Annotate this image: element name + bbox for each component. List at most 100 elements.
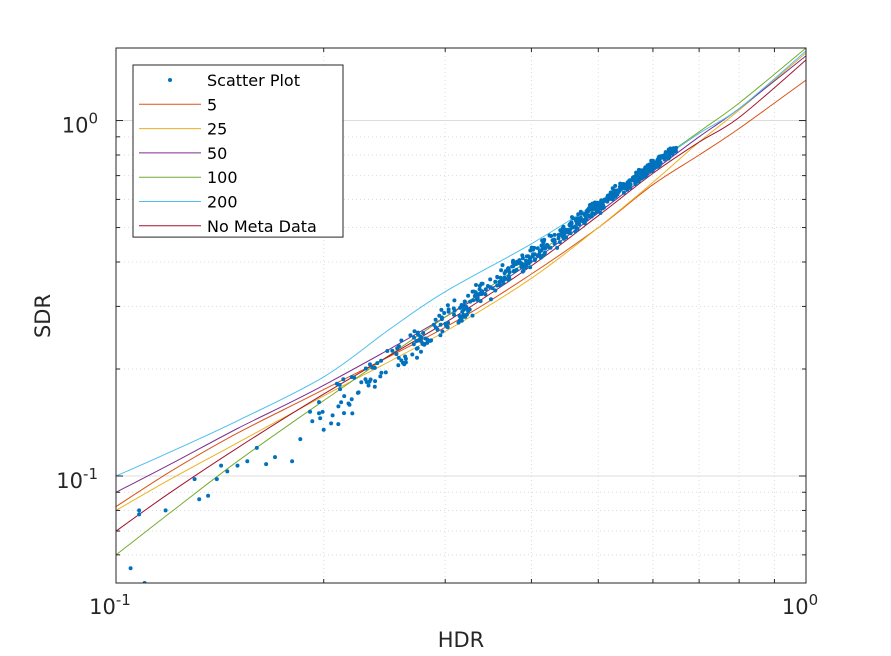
scatter-point xyxy=(137,512,142,517)
scatter-point xyxy=(438,322,443,327)
scatter-point xyxy=(128,566,133,571)
scatter-point xyxy=(214,477,219,482)
scatter-point xyxy=(474,283,478,287)
scatter-point xyxy=(366,383,371,388)
legend: Scatter Plot 5 25 50 100 200 No Meta Data xyxy=(132,64,344,238)
scatter-point xyxy=(578,219,583,223)
scatter-point xyxy=(418,334,423,339)
scatter-point xyxy=(219,463,224,468)
scatter-point xyxy=(317,411,321,416)
scatter-point xyxy=(586,209,591,214)
scatter-point xyxy=(530,254,535,259)
scatter-point xyxy=(573,229,578,234)
scatter-point xyxy=(523,265,528,270)
scatter-point xyxy=(458,315,463,319)
tick-label-base: 10 xyxy=(62,114,89,138)
scatter-point xyxy=(562,231,567,236)
scatter-point xyxy=(584,216,589,221)
scatter-point xyxy=(493,288,498,293)
scatter-point xyxy=(342,394,347,399)
scatter-point xyxy=(445,303,450,308)
scatter-point xyxy=(383,370,388,375)
scatter-point xyxy=(520,253,525,258)
scatter-point xyxy=(555,245,560,250)
scatter-point xyxy=(480,281,485,286)
scatter-point xyxy=(370,365,375,370)
scatter-point xyxy=(415,346,420,351)
scatter-point xyxy=(470,289,475,294)
scatter-point xyxy=(625,187,630,192)
scatter-point xyxy=(321,427,326,432)
scatter-point xyxy=(359,380,364,385)
scatter-point xyxy=(519,261,523,265)
scatter-point xyxy=(511,260,516,265)
scatter-point xyxy=(410,352,415,357)
scatter-point xyxy=(570,215,574,220)
scatter-point xyxy=(502,271,507,276)
scatter-point xyxy=(489,297,493,302)
scatter-point xyxy=(372,384,377,389)
scatter-point xyxy=(440,329,445,334)
scatter-point xyxy=(591,204,596,209)
scatter-point xyxy=(590,211,595,216)
scatter-point xyxy=(461,307,466,312)
scatter-point xyxy=(336,404,341,409)
tick-label-exponent: -1 xyxy=(83,465,98,483)
scatter-point xyxy=(643,174,648,179)
scatter-point xyxy=(628,185,633,190)
scatter-point xyxy=(474,293,479,298)
legend-label: No Meta Data xyxy=(207,217,317,236)
scatter-point xyxy=(471,298,476,303)
legend-label: Scatter Plot xyxy=(207,71,300,90)
scatter-point xyxy=(368,362,372,367)
scatter-point xyxy=(642,167,647,172)
x-axis-label: HDR xyxy=(438,628,485,652)
scatter-point xyxy=(346,401,351,406)
scatter-point xyxy=(495,283,500,288)
scatter-point xyxy=(341,377,346,382)
scatter-point xyxy=(613,194,618,199)
scatter-point xyxy=(483,287,488,292)
scatter-point xyxy=(339,400,344,405)
scatter-point xyxy=(363,366,368,371)
scatter-point xyxy=(621,190,626,195)
scatter-point xyxy=(308,409,312,414)
legend-label: 50 xyxy=(207,144,227,163)
scatter-point xyxy=(639,176,644,181)
scatter-point xyxy=(670,147,675,152)
scatter-point xyxy=(475,297,479,302)
tick-label-base: 10 xyxy=(89,595,116,619)
scatter-point xyxy=(552,232,557,237)
scatter-point xyxy=(429,338,434,343)
scatter-point xyxy=(552,241,557,246)
scatter-point xyxy=(264,462,269,467)
scatter-point xyxy=(334,381,339,386)
scatter-point xyxy=(645,163,650,168)
legend-label: 200 xyxy=(207,193,238,212)
scatter-point xyxy=(329,421,334,426)
scatter-point xyxy=(498,275,503,280)
scatter-point xyxy=(197,497,202,502)
scatter-point xyxy=(557,233,562,237)
scatter-point xyxy=(245,459,250,464)
scatter-point xyxy=(479,292,484,296)
legend-label: 5 xyxy=(207,95,217,114)
scatter-point xyxy=(609,193,614,198)
scatter-point xyxy=(390,348,395,353)
scatter-point xyxy=(625,183,630,188)
scatter-point xyxy=(367,379,372,384)
scatter-point xyxy=(444,323,449,328)
scatter-point xyxy=(558,228,563,233)
scatter-point xyxy=(498,283,503,288)
series-line-50 xyxy=(115,55,807,493)
scatter-point xyxy=(561,224,566,229)
scatter-point xyxy=(649,158,654,163)
scatter-point xyxy=(464,304,469,309)
scatter-point xyxy=(317,400,321,405)
tick-label-base: 10 xyxy=(782,595,809,619)
scatter-point xyxy=(666,147,671,152)
scatter-point xyxy=(385,349,390,353)
scatter-point xyxy=(483,292,488,297)
scatter-point xyxy=(596,208,601,213)
